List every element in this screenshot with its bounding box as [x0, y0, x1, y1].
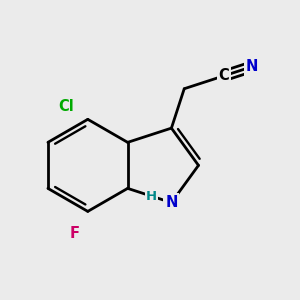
Text: N: N: [246, 59, 258, 74]
Text: Cl: Cl: [58, 99, 74, 114]
Text: N: N: [165, 195, 178, 210]
Text: H: H: [146, 190, 157, 203]
Text: F: F: [70, 226, 80, 241]
Text: C: C: [218, 68, 229, 83]
